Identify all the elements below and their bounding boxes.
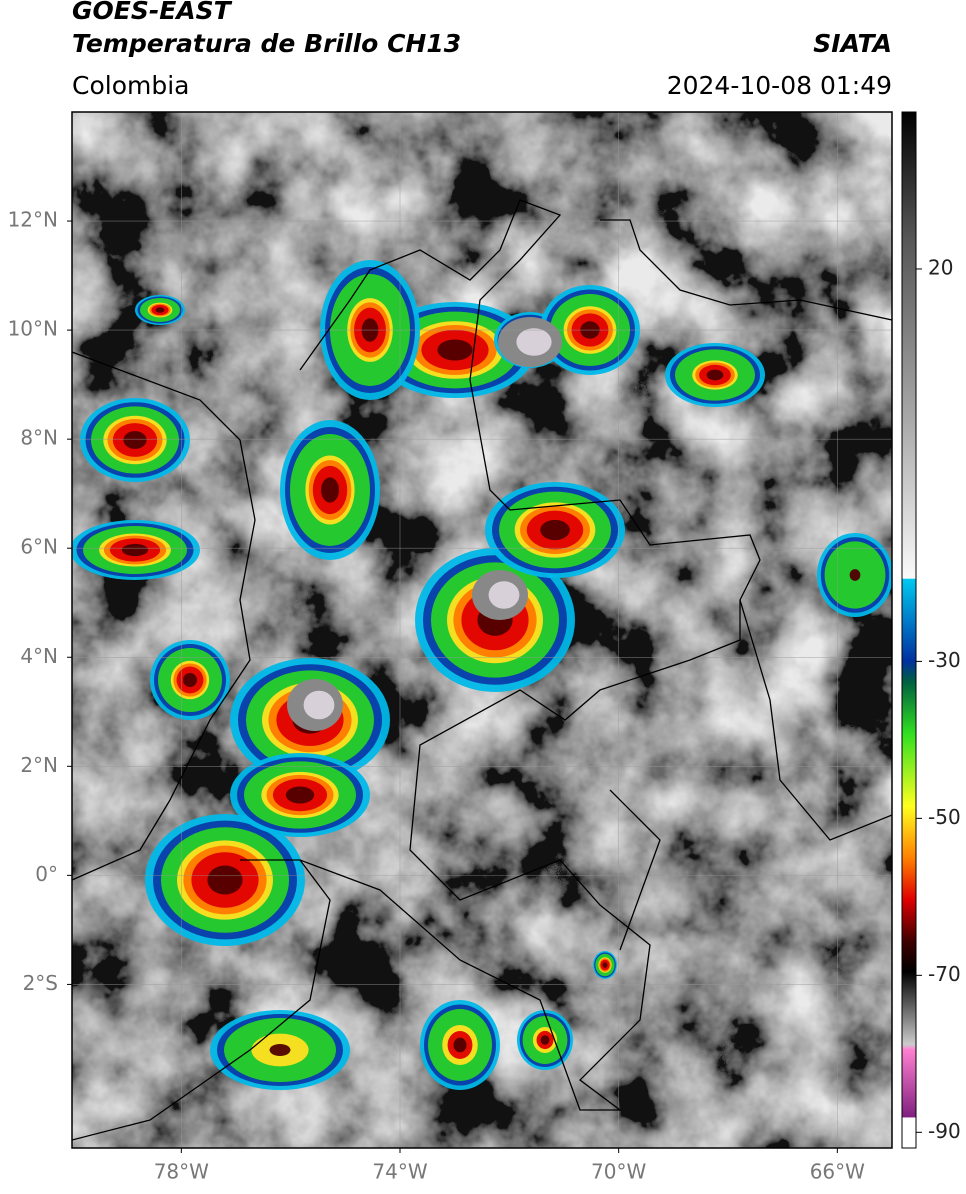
x-tick-label: 70°W bbox=[591, 1160, 646, 1184]
coast-pacific bbox=[72, 351, 256, 881]
y-tick-label: 4°N bbox=[20, 644, 58, 668]
borders bbox=[72, 199, 892, 1141]
storm-layer bbox=[285, 786, 315, 804]
y-tick-label: 2°S bbox=[23, 971, 58, 995]
ticks: 78°W 74°W 70°W 66°W 12°N 10°N 8°N 6°N 4°N 2°N 0° 2°… bbox=[8, 208, 961, 1184]
storm-layer bbox=[849, 569, 861, 581]
venezuela-coast bbox=[600, 219, 892, 321]
source: SIATA bbox=[813, 29, 892, 58]
storm-layer bbox=[320, 477, 340, 503]
colorbar-tick-label: -30 bbox=[928, 648, 961, 672]
x-tick-label: 78°W bbox=[154, 1160, 209, 1184]
colorbar-tick-label: -50 bbox=[928, 805, 961, 829]
storm-layer bbox=[207, 865, 243, 895]
storm-layer bbox=[540, 1035, 550, 1045]
storm-core bbox=[488, 581, 520, 609]
storm-layer bbox=[602, 962, 608, 968]
storm-layer bbox=[121, 543, 149, 557]
colorbar-tick-label: -90 bbox=[928, 1119, 961, 1143]
subtitle: Temperatura de Brillo CH13 bbox=[72, 29, 461, 58]
colorbar-tick-label: -70 bbox=[928, 962, 961, 986]
storm-layer bbox=[269, 1044, 291, 1056]
region: Colombia bbox=[72, 71, 189, 100]
storm-layer bbox=[123, 431, 147, 449]
y-tick-label: 0° bbox=[35, 862, 58, 886]
datetime: 2024-10-08 01:49 bbox=[667, 71, 892, 100]
map-area bbox=[72, 112, 892, 1148]
y-tick-label: 8°N bbox=[20, 426, 58, 450]
storm-layer bbox=[453, 1037, 467, 1053]
x-tick-label: 74°W bbox=[372, 1160, 427, 1184]
storm-layer bbox=[182, 672, 198, 688]
brazil-border bbox=[609, 789, 661, 951]
colombia-border bbox=[240, 199, 761, 1111]
storm-core bbox=[303, 690, 335, 720]
colorbar-tick-label: 20 bbox=[928, 255, 953, 279]
storm-layer bbox=[437, 339, 473, 361]
y-tick-label: 10°N bbox=[8, 317, 58, 341]
colorbar bbox=[901, 111, 917, 1149]
x-tick-label: 66°W bbox=[810, 1160, 865, 1184]
y-tick-label: 6°N bbox=[20, 535, 58, 559]
storm-layer bbox=[540, 519, 570, 541]
storm-layer bbox=[155, 307, 165, 313]
storm-layer bbox=[706, 369, 724, 381]
grid bbox=[72, 112, 892, 1148]
ecuador-peru bbox=[72, 859, 331, 1141]
venezuela-border bbox=[739, 599, 892, 841]
title: GOES-EAST bbox=[72, 0, 233, 25]
y-tick-label: 2°N bbox=[20, 753, 58, 777]
map-frame bbox=[71, 111, 893, 1149]
y-tick-label: 12°N bbox=[8, 208, 58, 232]
storm-core bbox=[516, 328, 552, 356]
